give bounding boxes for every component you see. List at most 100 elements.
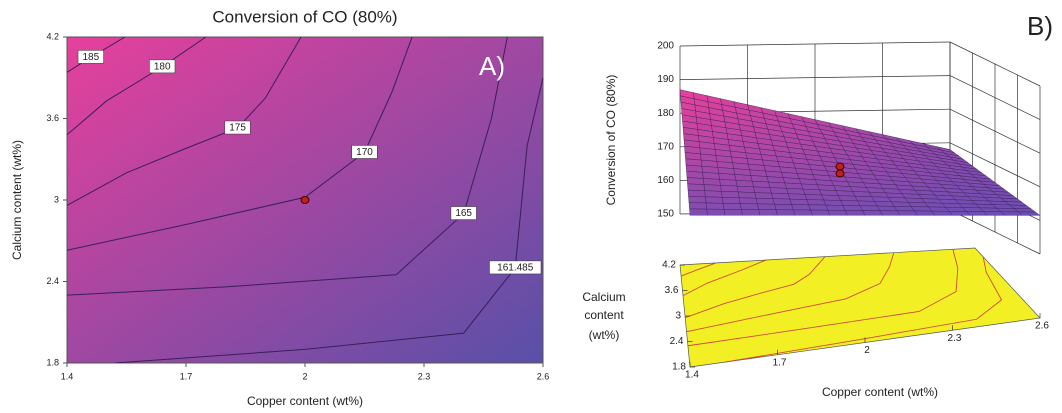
y-tick-label: 3 [54,194,59,204]
surface-patch [755,198,775,205]
contour-label: 161.485 [497,263,534,274]
surface-patch [735,180,754,188]
x-axis-label: Copper content (wt%) [247,394,363,408]
surface-patch [771,192,791,200]
surface-patch [720,185,739,193]
grid-line [949,108,1041,154]
surface-patch [874,201,895,207]
surface-patch [718,173,737,181]
contour-label-box [489,260,542,275]
surface-patch [810,209,831,216]
y-axis-label: content [584,308,624,322]
panel-label: B) [1027,11,1053,41]
surface-patch [896,210,918,216]
contour-label: 165 [455,208,472,219]
surface-patch [837,195,858,202]
surface-patch [706,208,726,216]
surface-patch [825,204,846,211]
surface-patch [821,194,841,201]
z-tick-label: 160 [657,175,674,186]
z-tick-label: 180 [657,108,674,119]
surface-patch [859,205,881,211]
y-tick-label: 3.6 [665,285,679,296]
surface-patch [857,200,878,207]
floor-contour [685,256,826,319]
surface-patch [808,204,829,211]
surface-patch [687,189,706,198]
y-tick-label: 2.4 [46,276,59,286]
surface-patch [1017,211,1041,216]
x-tick-label: 2.3 [418,371,431,381]
x-axis-label: Copper content (wt%) [822,385,938,399]
z-tick-label: 200 [657,41,674,52]
surface-patch [787,193,808,200]
y-axis-label: Calcium content (wt%) [10,140,24,260]
surface-patch [721,191,740,198]
surface-patch [753,186,772,194]
grid-line [949,75,1041,120]
surface-patch [784,182,804,190]
chart-title: Conversion of CO (80%) [212,7,397,26]
contour-label-box [224,120,251,135]
contour-label: 170 [356,147,373,158]
x-tick-label: 2.3 [948,333,962,344]
contour-line [114,77,543,363]
surface-patch [754,192,774,199]
surface-patch [736,185,756,193]
y-tick-label: 4.2 [46,31,59,41]
surface-patch [723,209,743,216]
surface-patch [740,203,759,210]
contour-label: 175 [229,123,246,134]
surface-patch [775,209,796,216]
contour-label-box [450,206,477,220]
contour-label: 185 [82,52,99,63]
surface-patch [879,210,901,216]
z-axis-label: Conversion of CO (80%) [604,75,618,206]
floor-contour [686,252,895,333]
surface-patch [768,181,787,189]
surface-patch [741,209,761,216]
y-tick-label: 3 [675,311,681,322]
z-tick-label: 190 [657,74,674,85]
surface-patch [802,188,822,196]
surface-patch [703,178,721,186]
surface-patch [722,197,741,204]
surface-patch [854,195,875,202]
floor [679,247,1041,368]
y-tick-label: 1.8 [46,357,59,367]
grid-line [949,41,1041,87]
contour-line [67,37,413,251]
surface-patch [823,199,844,206]
surface-patch [804,194,825,201]
y-tick-label: 4.2 [662,260,676,271]
surface-patch [772,198,792,205]
x-tick-label: 1.7 [180,371,193,381]
surface-patch [688,196,707,204]
x-tick-label: 1.4 [685,370,699,381]
surface-patch [705,196,724,204]
x-tick-label: 2.6 [1035,321,1049,332]
surface-patch [751,180,771,188]
contours [67,37,543,363]
floor-contour [724,256,1003,363]
surface-patch [789,198,809,206]
surface-patch [769,187,789,194]
z-tick-label: 150 [657,209,674,220]
x-tick-label: 2.6 [537,371,550,381]
surface-patch [786,188,806,195]
design-point [300,196,310,204]
surface-patch [774,204,794,211]
surface-patch [757,203,777,210]
surface-patch [686,177,705,185]
surface-patch [791,204,811,211]
surface-patch [687,183,705,191]
surface-patch [862,210,883,216]
y-axis-label: Calcium [582,290,625,304]
surface-patch [719,179,738,187]
y-tick-label: 3.6 [46,113,59,123]
x-tick-label: 1.4 [61,371,74,381]
x-tick-label: 2 [864,345,870,356]
surface-patch [705,202,725,210]
grid-line [949,142,1041,188]
surface-patch [686,171,704,179]
